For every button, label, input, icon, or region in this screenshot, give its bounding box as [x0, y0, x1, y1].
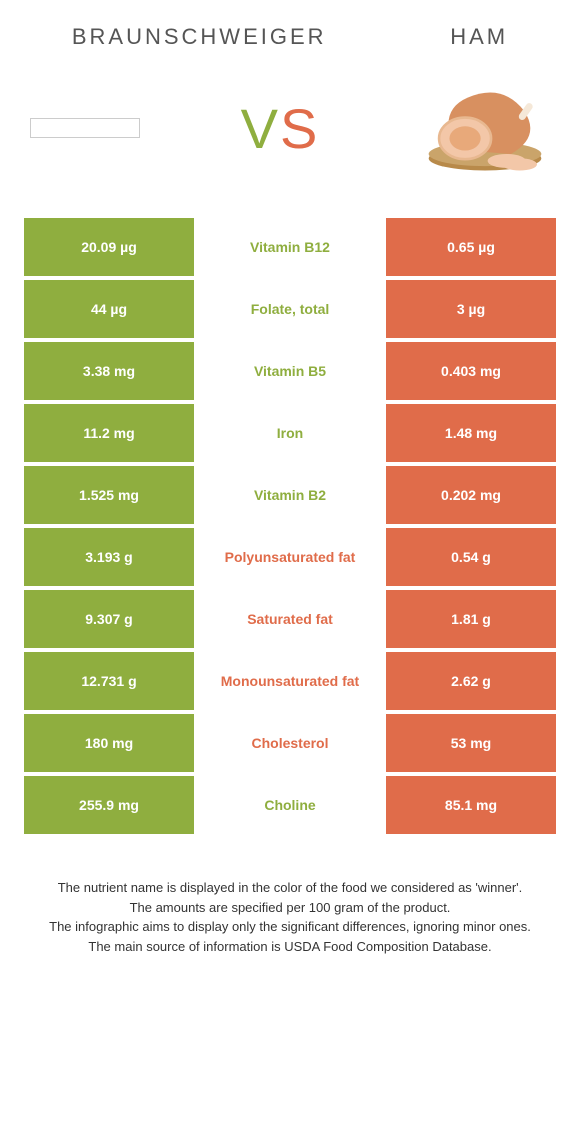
nutrient-label: Folate, total [194, 280, 386, 338]
right-value: 0.403 mg [386, 342, 556, 400]
right-value: 0.54 g [386, 528, 556, 586]
left-value: 9.307 g [24, 590, 194, 648]
left-food-image-placeholder [30, 118, 140, 138]
left-value: 44 µg [24, 280, 194, 338]
nutrient-label: Saturated fat [194, 590, 386, 648]
nutrient-label: Vitamin B12 [194, 218, 386, 276]
footer-line-4: The main source of information is USDA F… [24, 937, 556, 957]
table-row: 20.09 µgVitamin B120.65 µg [24, 218, 556, 276]
nutrient-label: Monounsaturated fat [194, 652, 386, 710]
table-row: 44 µgFolate, total3 µg [24, 280, 556, 338]
nutrient-label: Iron [194, 404, 386, 462]
vs-v: V [241, 97, 280, 160]
table-row: 3.193 gPolyunsaturated fat0.54 g [24, 528, 556, 586]
right-value: 3 µg [386, 280, 556, 338]
footer-line-3: The infographic aims to display only the… [24, 917, 556, 937]
left-value: 20.09 µg [24, 218, 194, 276]
vs-label: VS [241, 96, 320, 161]
left-value: 3.193 g [24, 528, 194, 586]
table-row: 3.38 mgVitamin B50.403 mg [24, 342, 556, 400]
left-value: 3.38 mg [24, 342, 194, 400]
ham-icon [420, 68, 550, 188]
left-value: 11.2 mg [24, 404, 194, 462]
left-value: 12.731 g [24, 652, 194, 710]
right-value: 85.1 mg [386, 776, 556, 834]
vs-s: S [280, 97, 319, 160]
right-value: 0.65 µg [386, 218, 556, 276]
right-food-title: Ham [450, 24, 508, 50]
table-row: 255.9 mgCholine85.1 mg [24, 776, 556, 834]
nutrient-label: Choline [194, 776, 386, 834]
hero-row: VS [0, 58, 580, 218]
right-value: 1.48 mg [386, 404, 556, 462]
right-value: 1.81 g [386, 590, 556, 648]
nutrient-label: Cholesterol [194, 714, 386, 772]
nutrient-label: Vitamin B2 [194, 466, 386, 524]
table-row: 11.2 mgIron1.48 mg [24, 404, 556, 462]
footer-line-1: The nutrient name is displayed in the co… [24, 878, 556, 898]
nutrient-label: Polyunsaturated fat [194, 528, 386, 586]
nutrient-table: 20.09 µgVitamin B120.65 µg44 µgFolate, t… [0, 218, 580, 834]
right-food-image [420, 68, 550, 188]
table-row: 9.307 gSaturated fat1.81 g [24, 590, 556, 648]
right-value: 0.202 mg [386, 466, 556, 524]
footer-line-2: The amounts are specified per 100 gram o… [24, 898, 556, 918]
table-row: 12.731 gMonounsaturated fat2.62 g [24, 652, 556, 710]
footer-notes: The nutrient name is displayed in the co… [0, 838, 580, 956]
table-row: 1.525 mgVitamin B20.202 mg [24, 466, 556, 524]
header: Braunschweiger Ham [0, 0, 580, 58]
nutrient-label: Vitamin B5 [194, 342, 386, 400]
right-value: 2.62 g [386, 652, 556, 710]
left-value: 180 mg [24, 714, 194, 772]
table-row: 180 mgCholesterol53 mg [24, 714, 556, 772]
right-value: 53 mg [386, 714, 556, 772]
left-food-title: Braunschweiger [72, 24, 327, 50]
left-value: 1.525 mg [24, 466, 194, 524]
left-value: 255.9 mg [24, 776, 194, 834]
